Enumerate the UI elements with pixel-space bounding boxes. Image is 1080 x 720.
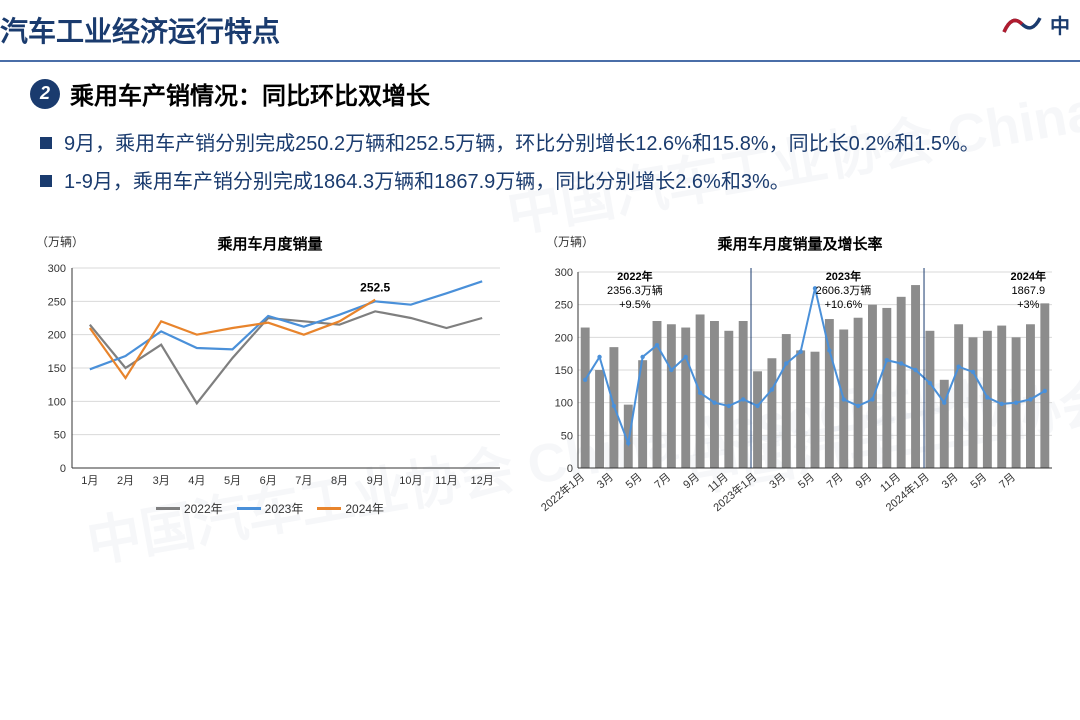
- y-axis-unit: （万辆）: [546, 233, 594, 250]
- svg-text:9月: 9月: [681, 471, 702, 491]
- svg-text:252.5: 252.5: [360, 281, 390, 295]
- svg-text:1867.9: 1867.9: [1011, 285, 1045, 297]
- svg-text:300: 300: [555, 267, 573, 279]
- svg-text:250: 250: [555, 300, 573, 312]
- svg-text:6月: 6月: [260, 475, 277, 487]
- chart-right: （万辆） 乘用车月度销量及增长率 0 50 100 150 200 250 300 2022年…: [540, 233, 1060, 518]
- svg-text:3月: 3月: [153, 475, 170, 487]
- svg-text:3月: 3月: [940, 471, 961, 491]
- chart-left-title: 乘用车月度销量: [30, 233, 510, 254]
- svg-text:3月: 3月: [767, 471, 788, 491]
- svg-text:4月: 4月: [188, 475, 205, 487]
- section-title: 2 乘用车产销情况： 同比环比双增长: [30, 76, 1060, 111]
- bullet-list: 9月，乘用车产销分别完成250.2万辆和252.5万辆，环比分别增长12.6%和…: [40, 127, 1060, 199]
- svg-text:250: 250: [48, 296, 66, 308]
- header: 汽车工业经济运行特点 中: [0, 0, 1080, 54]
- bullet-item: 9月，乘用车产销分别完成250.2万辆和252.5万辆，环比分别增长12.6%和…: [40, 127, 1060, 161]
- svg-text:50: 50: [54, 430, 66, 442]
- header-divider: [0, 60, 1080, 62]
- svg-text:1月: 1月: [81, 475, 98, 487]
- chart-left-legend: 2022年2023年2024年: [30, 500, 510, 517]
- svg-text:150: 150: [48, 363, 66, 375]
- svg-text:50: 50: [561, 430, 573, 442]
- svg-text:2356.3万辆: 2356.3万辆: [607, 283, 663, 297]
- page-title: 汽车工业经济运行特点: [0, 10, 1060, 50]
- charts-row: （万辆） 乘用车月度销量 0 50 100 150 200 250 300 1月 2月 3月 4月 5…: [0, 203, 1080, 518]
- svg-text:+9.5%: +9.5%: [619, 299, 651, 311]
- svg-text:5月: 5月: [796, 471, 817, 491]
- chart-left-svg: 0 50 100 150 200 250 300 1月 2月 3月 4月 5月 6月 7月 8月 9月 10月 1…: [30, 258, 510, 498]
- svg-text:200: 200: [555, 332, 573, 344]
- section-title-main: 乘用车产销情况：: [70, 76, 262, 111]
- svg-text:7月: 7月: [652, 471, 673, 491]
- svg-text:5月: 5月: [968, 471, 989, 491]
- svg-text:10月: 10月: [399, 475, 422, 487]
- chart-left: （万辆） 乘用车月度销量 0 50 100 150 200 250 300 1月 2月 3月 4月 5…: [30, 233, 510, 518]
- svg-text:11月: 11月: [435, 475, 457, 487]
- svg-text:2024年: 2024年: [1011, 269, 1046, 283]
- bullet-item: 1-9月，乘用车产销分别完成1864.3万辆和1867.9万辆，同比分别增长2.…: [40, 165, 1060, 199]
- svg-text:12月: 12月: [471, 475, 494, 487]
- svg-text:2023年: 2023年: [826, 269, 861, 283]
- svg-text:7月: 7月: [997, 471, 1018, 491]
- svg-text:8月: 8月: [331, 475, 348, 487]
- svg-text:2022年1月: 2022年1月: [540, 470, 587, 515]
- section: 2 乘用车产销情况： 同比环比双增长 9月，乘用车产销分别完成250.2万辆和2…: [0, 76, 1080, 199]
- svg-text:9月: 9月: [367, 475, 384, 487]
- svg-text:3月: 3月: [595, 471, 616, 491]
- section-title-sub: 同比环比双增长: [262, 76, 430, 111]
- svg-text:7月: 7月: [295, 475, 312, 487]
- svg-text:5月: 5月: [624, 471, 645, 491]
- svg-text:+10.6%: +10.6%: [825, 299, 863, 311]
- svg-text:0: 0: [567, 463, 573, 475]
- chart-right-title: 乘用车月度销量及增长率: [540, 233, 1060, 254]
- y-axis-unit: （万辆）: [36, 233, 84, 250]
- svg-text:5月: 5月: [224, 475, 241, 487]
- svg-text:100: 100: [48, 396, 66, 408]
- chart-right-svg: 0501001502002503002022年1月3月5月7月9月11月2023…: [540, 258, 1060, 518]
- svg-text:2022年: 2022年: [617, 269, 652, 283]
- svg-text:0: 0: [60, 463, 66, 475]
- logo-block: 中: [1000, 10, 1070, 39]
- svg-text:150: 150: [555, 365, 573, 377]
- svg-text:100: 100: [555, 398, 573, 410]
- svg-text:+3%: +3%: [1017, 299, 1040, 311]
- section-number: 2: [30, 79, 60, 109]
- logo-icon: [1000, 12, 1044, 38]
- svg-text:200: 200: [48, 330, 66, 342]
- svg-text:300: 300: [48, 263, 66, 275]
- svg-text:9月: 9月: [854, 471, 875, 491]
- svg-text:7月: 7月: [825, 471, 846, 491]
- svg-text:2606.3万辆: 2606.3万辆: [816, 283, 872, 297]
- logo-text: 中: [1050, 10, 1070, 39]
- svg-text:2月: 2月: [117, 475, 134, 487]
